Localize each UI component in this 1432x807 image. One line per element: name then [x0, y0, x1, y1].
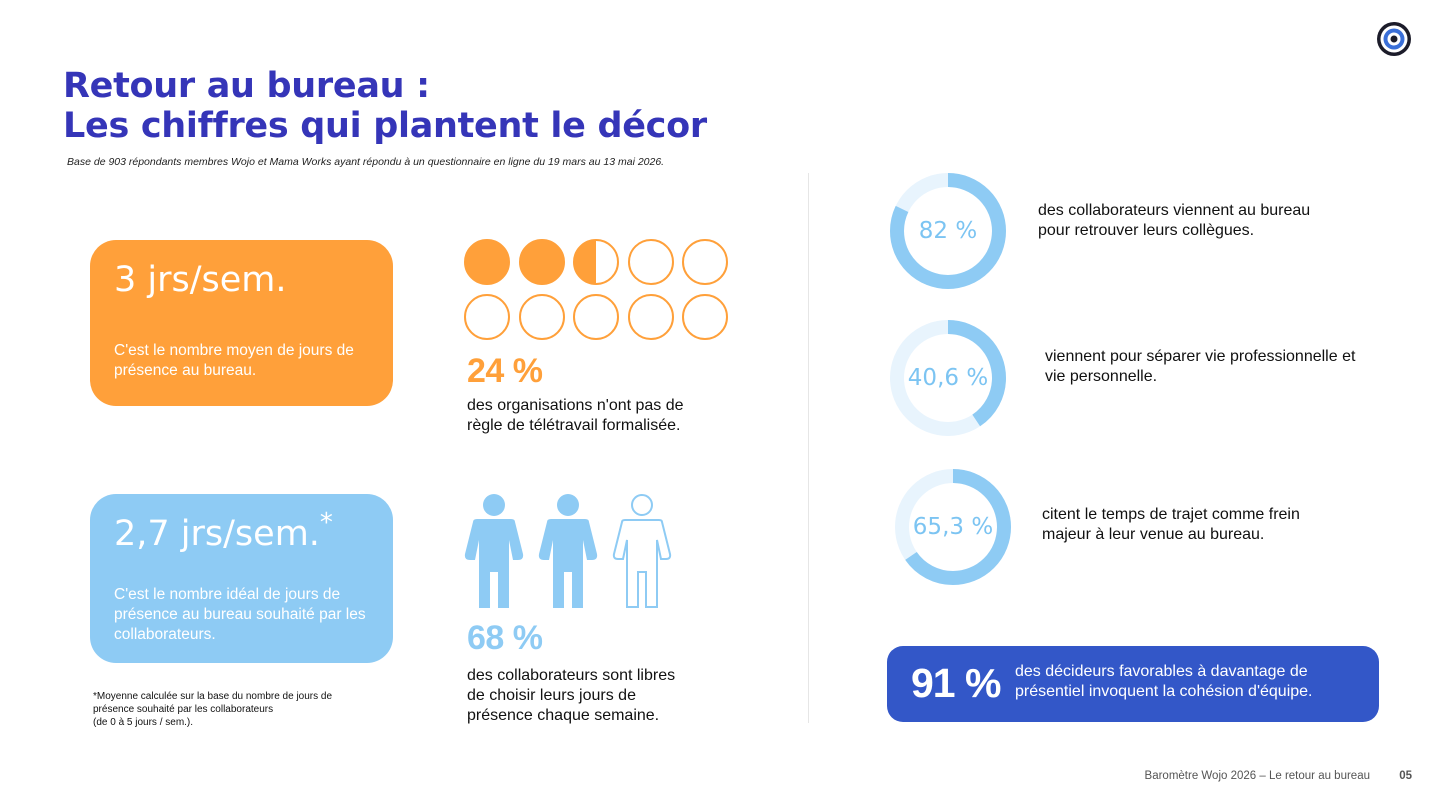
donut-description-82: des collaborateurs viennent au bureau po…: [1038, 201, 1378, 241]
pictogram-circle-filled: [519, 239, 565, 285]
person-outline-icon: [612, 494, 672, 608]
collaborators-people-pictogram: [464, 494, 672, 608]
donut-description-line-2: vie personnelle.: [1045, 368, 1158, 385]
ideal-presence-text: C'est le nombre idéal de jours de présen…: [114, 586, 366, 643]
organisations-description: des organisations n'ont pas de règle de …: [467, 396, 737, 436]
decision-makers-percentage: 91 %: [911, 660, 1001, 706]
donut-arc: [895, 469, 1011, 585]
collaborators-percentage: 68 %: [467, 619, 543, 657]
donut-description-line-1: citent le temps de trajet comme frein: [1042, 506, 1300, 523]
donut-chart-82: [890, 173, 1006, 289]
donut-arc: [890, 320, 1006, 436]
donut-arc: [890, 173, 1006, 289]
organisations-description-line-2: règle de télétravail formalisée.: [467, 417, 681, 434]
donut-description-line-1: des collaborateurs viennent au bureau: [1038, 202, 1311, 219]
page-number: 05: [1399, 770, 1412, 782]
donut-chart-40-6: [890, 320, 1006, 436]
pictogram-circle-empty: [519, 294, 565, 340]
footnote-line-2: présence souhaité par les collaborateurs: [93, 704, 274, 715]
donut-label-82: 82 %: [918, 218, 978, 244]
footnote-line-1: *Moyenne calculée sur la base du nombre …: [93, 691, 333, 702]
column-divider: [808, 173, 809, 723]
decision-makers-line-1: des décideurs favorables à davantage de: [1015, 663, 1308, 680]
decision-makers-description: des décideurs favorables à davantage de …: [1015, 662, 1367, 702]
donut-label-40-6: 40,6 %: [907, 365, 989, 391]
person-icon: [464, 494, 524, 608]
footnote-line-3: (de 0 à 5 jours / sem.).: [93, 717, 194, 728]
person-icon: [538, 494, 598, 608]
donut-description-line-2: pour retrouver leurs collègues.: [1038, 222, 1255, 239]
average-presence-text: C'est le nombre moyen de jours de présen…: [114, 342, 354, 379]
average-presence-card: 3 jrs/sem. C'est le nombre moyen de jour…: [90, 240, 393, 406]
pictogram-circle-empty: [573, 294, 619, 340]
pictogram-circle-empty: [628, 239, 674, 285]
collaborators-description-line-3: présence chaque semaine.: [467, 707, 660, 724]
decision-makers-line-2: présentiel invoquent la cohésion d'équip…: [1015, 683, 1313, 700]
donut-description-line-2: majeur à leur venue au bureau.: [1042, 526, 1265, 543]
pictogram-circle-empty: [682, 239, 728, 285]
footnote-marker: *: [319, 508, 333, 538]
title-line-2: Les chiffres qui plantent le décor: [63, 106, 707, 146]
donut-chart-65-3: [895, 469, 1011, 585]
collaborators-description-line-1: des collaborateurs sont libres: [467, 667, 676, 684]
pictogram-circle-empty: [628, 294, 674, 340]
title-line-1: Retour au bureau :: [63, 66, 430, 106]
pictogram-circle-filled: [464, 239, 510, 285]
pictogram-circle-empty: [682, 294, 728, 340]
collaborators-description: des collaborateurs sont libres de choisi…: [467, 666, 727, 726]
collaborators-description-line-2: de choisir leurs jours de: [467, 687, 636, 704]
donut-description-65-3: citent le temps de trajet comme frein ma…: [1042, 505, 1382, 545]
ideal-presence-card: 2,7 jrs/sem.* C'est le nombre idéal de j…: [90, 494, 393, 663]
decision-makers-highlight: 91 % des décideurs favorables à davantag…: [887, 646, 1379, 722]
organisations-description-line-1: des organisations n'ont pas de: [467, 397, 684, 414]
ideal-presence-heading: 2,7 jrs/sem.*: [114, 508, 333, 554]
donut-label-65-3: 65,3 %: [912, 514, 994, 540]
target-icon: [1377, 22, 1411, 56]
donut-description-40-6: viennent pour séparer vie professionnell…: [1045, 347, 1405, 387]
footer-title: Baromètre Wojo 2026 – Le retour au burea…: [1144, 770, 1370, 782]
ideal-presence-value: 2,7 jrs/sem.: [114, 514, 320, 554]
footnote: *Moyenne calculée sur la base du nombre …: [93, 690, 393, 729]
donut-description-line-1: viennent pour séparer vie professionnell…: [1045, 348, 1356, 365]
page-title: Retour au bureau : Les chiffres qui plan…: [63, 66, 707, 146]
organisations-percentage: 24 %: [467, 352, 543, 390]
organisations-circle-pictogram: [464, 239, 728, 340]
survey-base-note: Base de 903 répondants membres Wojo et M…: [67, 156, 665, 168]
pictogram-circle-half-fill: [574, 240, 596, 284]
average-presence-value: 3 jrs/sem.: [114, 260, 287, 300]
pictogram-circle-empty: [464, 294, 510, 340]
